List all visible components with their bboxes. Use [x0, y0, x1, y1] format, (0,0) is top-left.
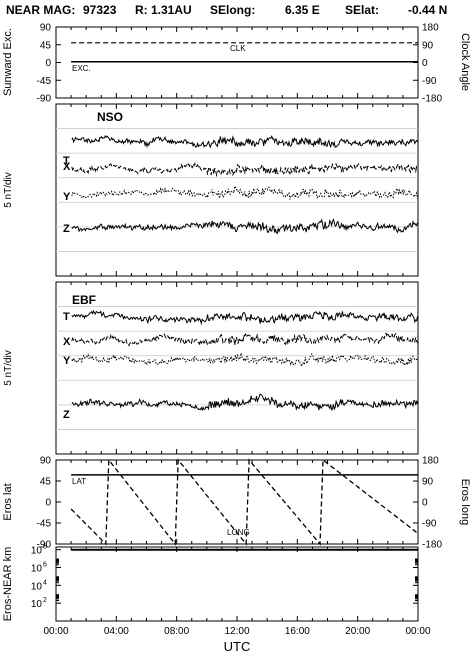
x-tick-label: 12:00 — [224, 626, 249, 637]
eros-yticks: 90 180 45 90 0 0 -45 -90 -90 -180 — [37, 456, 443, 551]
angles-exc-label: EXC. — [72, 64, 91, 73]
header-selat-label: SElat: — [345, 3, 379, 17]
ebf-label-t: T — [63, 311, 70, 323]
ytick-right-label: 0 — [422, 498, 428, 509]
panel-range-frame — [55, 546, 419, 622]
header: NEAR MAG: 97323 R: 1.31AU SElong: 6.35 E… — [6, 3, 447, 17]
eros-long-label: LONG — [227, 528, 250, 537]
ytick-right-label: 0 — [422, 58, 428, 69]
trace-z — [71, 393, 418, 412]
ytick-right-label: -90 — [422, 76, 437, 87]
ebf-label-x: X — [63, 336, 71, 348]
ytick-right-label: 90 — [422, 477, 434, 488]
x-tick-label: 00:00 — [43, 626, 68, 637]
ytick-left-label: 0 — [45, 498, 51, 509]
ytick-left-label: 90 — [40, 456, 52, 467]
x-tick-label: 00:00 — [405, 626, 430, 637]
ytick-left-label: -90 — [37, 540, 52, 551]
eros-series-long — [70, 458, 417, 546]
trace-y — [71, 352, 418, 368]
panel-ebf-frame — [55, 281, 419, 455]
ytick-left-label: 0 — [45, 58, 51, 69]
x-tick-label: 16:00 — [285, 626, 310, 637]
ytick-label: 10 — [31, 546, 43, 557]
nso-ylabel: 5 nT/div — [3, 172, 14, 208]
trace-z — [71, 218, 418, 235]
x-tick-labels: 00:00 04:00 08:00 12:00 16:00 20:00 00:00 — [43, 626, 430, 637]
ebf-gridlines — [56, 306, 418, 430]
time-ticks — [55, 27, 419, 621]
trace-t — [71, 134, 418, 149]
ytick-label: 10 — [31, 564, 43, 575]
ebf-title: EBF — [72, 293, 96, 307]
header-r: R: 1.31AU — [135, 3, 192, 17]
ytick-exponent: 2 — [43, 597, 47, 604]
ebf-series-group — [71, 309, 418, 412]
ytick-right-label: -90 — [422, 519, 437, 530]
ytick-left-label: -45 — [37, 76, 52, 87]
ytick-exponent: 4 — [43, 579, 47, 586]
header-mission: NEAR MAG: — [6, 3, 75, 17]
header-selat-value: -0.44 N — [408, 3, 447, 17]
x-axis-label: UTC — [224, 639, 251, 654]
ytick-left-label: -45 — [37, 519, 52, 530]
ytick-label: 10 — [31, 599, 43, 610]
ytick-right-label: -180 — [422, 540, 442, 551]
eros-ylabel-right: Eros long — [459, 479, 471, 525]
angles-clk-label: CLK — [230, 44, 246, 53]
nso-label-y: Y — [63, 191, 71, 203]
ytick-right-label: 90 — [422, 40, 434, 51]
ebf-label-z: Z — [63, 409, 70, 421]
range-ylabel: Eros-NEAR km — [2, 547, 14, 622]
nso-label-t: T — [63, 155, 70, 167]
panel-angles-frame — [55, 26, 419, 99]
ebf-label-y: Y — [63, 355, 71, 367]
nso-label-z: Z — [63, 223, 70, 235]
ytick-left-label: 45 — [40, 40, 52, 51]
trace-x — [71, 161, 418, 178]
ytick-right-label: 180 — [422, 456, 439, 467]
trace-x — [71, 331, 418, 347]
x-tick-label: 20:00 — [345, 626, 370, 637]
ytick-exponent: 8 — [43, 544, 47, 551]
angles-ylabel-right: Clock Angle — [459, 33, 471, 91]
ebf-ylabel: 5 nT/div — [3, 350, 14, 386]
nso-gridlines — [56, 128, 418, 252]
x-tick-label: 04:00 — [104, 626, 129, 637]
trace-t — [71, 309, 418, 326]
ytick-right-label: -180 — [422, 94, 442, 105]
header-selong-value: 6.35 E — [285, 3, 320, 17]
ytick-exponent: 6 — [43, 562, 47, 569]
header-date: 97323 — [83, 3, 117, 17]
eros-ylabel-left: Eros lat — [2, 483, 14, 520]
ytick-left-label: 90 — [40, 23, 52, 34]
eros-lat-label: LAT — [72, 477, 86, 486]
ytick-right-label: 180 — [422, 23, 439, 34]
trace-y — [71, 184, 418, 200]
angles-yticks: 90 180 45 90 0 0 -45 -90 -90 -180 — [37, 23, 443, 105]
x-tick-label: 08:00 — [164, 626, 189, 637]
ytick-left-label: 45 — [40, 477, 52, 488]
ytick-left-label: -90 — [37, 94, 52, 105]
nso-series-group — [71, 134, 418, 235]
header-selong-label: SElong: — [210, 3, 255, 17]
nso-label-x: X — [63, 161, 71, 173]
angles-ylabel-left: Sunward Exc. — [2, 28, 14, 96]
ytick-label: 10 — [31, 581, 43, 592]
nso-title: NSO — [97, 110, 123, 124]
